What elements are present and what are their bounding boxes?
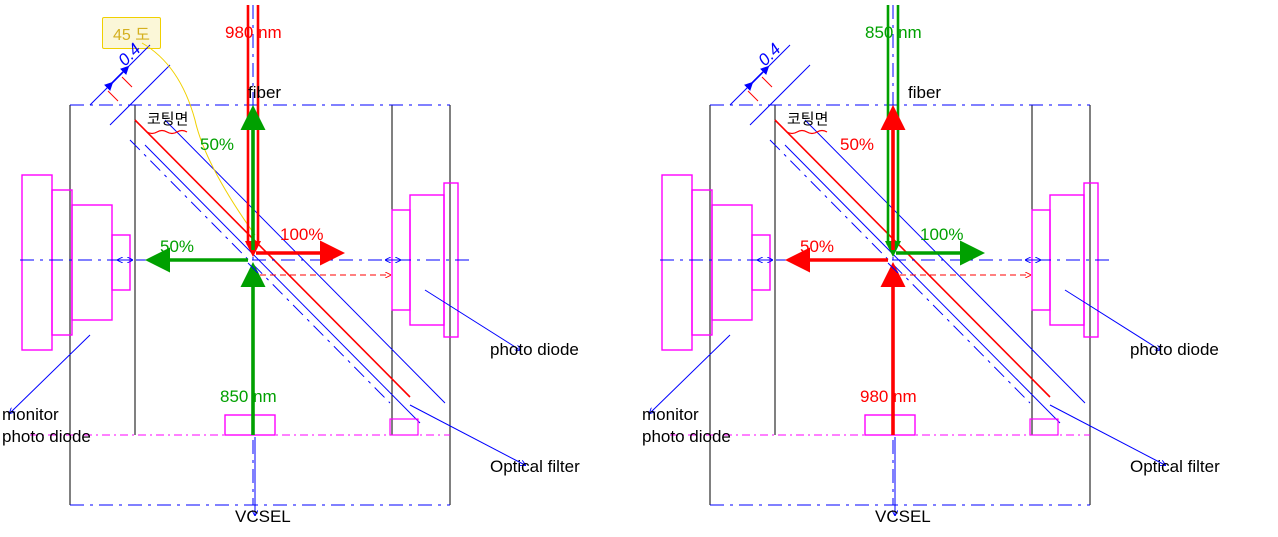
coating-label: 코팅면 — [147, 108, 188, 129]
right-pct-label: 100% — [280, 225, 323, 245]
bottom-wave-label: 850 nm — [220, 387, 277, 407]
monitor-label-2: photo diode — [642, 427, 731, 447]
filter-stub — [1030, 419, 1058, 435]
optical-filter-label: Optical filter — [490, 457, 580, 477]
pass-pct-label: 50% — [200, 135, 234, 155]
left-pct-label: 50% — [160, 237, 194, 257]
angle-leader — [142, 43, 255, 235]
monitor-label-1: monitor — [2, 405, 59, 425]
fiber-label: fiber — [908, 83, 941, 103]
coating-label: 코팅면 — [787, 108, 828, 129]
coating-underline — [147, 131, 187, 134]
splitter-center — [770, 140, 1030, 403]
right-pct-label: 100% — [920, 225, 963, 245]
pass-pct-label: 50% — [840, 135, 874, 155]
top-wave-label: 850 nm — [865, 23, 922, 43]
photo-diode-label: photo diode — [490, 340, 579, 360]
coating-underline — [787, 131, 827, 134]
monitor-pd-housing — [662, 175, 770, 350]
splitter-center — [130, 140, 390, 403]
photo-diode-label: photo diode — [1130, 340, 1219, 360]
filter-edge-b — [785, 145, 1060, 423]
vcsel-label: VCSEL — [235, 507, 291, 527]
monitor-label-1: monitor — [642, 405, 699, 425]
vcsel-housing — [225, 415, 275, 435]
monitor-pd-housing — [22, 175, 130, 350]
top-wave-label: 980 nm — [225, 23, 282, 43]
optical-filter-label: Optical filter — [1130, 457, 1220, 477]
bottom-wave-label: 980 nm — [860, 387, 917, 407]
diagram-right: 850 nm fiber 0.4 코팅면 50% 100% 50% 980 nm… — [670, 5, 1190, 525]
filter-edge-b — [145, 145, 420, 423]
vcsel-label: VCSEL — [875, 507, 931, 527]
left-pct-label: 50% — [800, 237, 834, 257]
fiber-label: fiber — [248, 83, 281, 103]
diagram-left: 45 도 — [30, 5, 550, 525]
filter-stub — [390, 419, 418, 435]
monitor-label-2: photo diode — [2, 427, 91, 447]
vcsel-housing — [865, 415, 915, 435]
